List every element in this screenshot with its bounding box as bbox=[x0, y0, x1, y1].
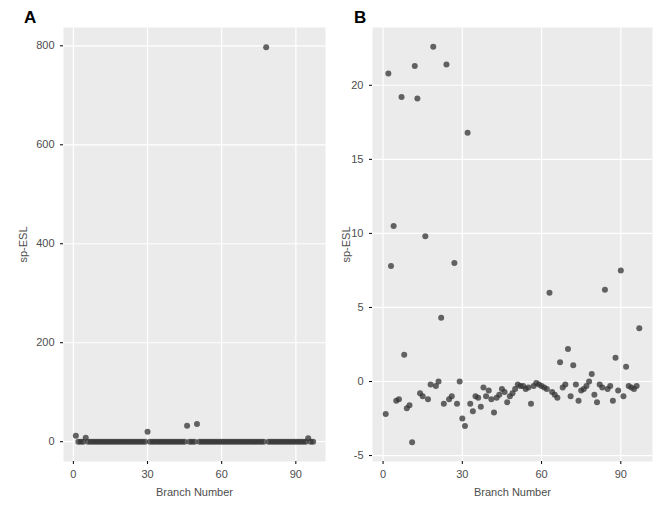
svg-text:400: 400 bbox=[36, 237, 54, 249]
svg-text:600: 600 bbox=[36, 138, 54, 150]
svg-text:30: 30 bbox=[456, 468, 468, 480]
svg-text:30: 30 bbox=[141, 468, 153, 480]
svg-text:60: 60 bbox=[216, 468, 228, 480]
html-text:B: B bbox=[354, 8, 367, 27]
svg-text:15: 15 bbox=[351, 153, 363, 165]
svg-text:90: 90 bbox=[290, 468, 302, 480]
svg-text:800: 800 bbox=[36, 39, 54, 51]
svg-text:90: 90 bbox=[615, 468, 627, 480]
svg-text:10: 10 bbox=[351, 227, 363, 239]
svg-text:Branch Number: Branch Number bbox=[156, 486, 233, 498]
svg-text:-5: -5 bbox=[354, 449, 364, 461]
svg-text:200: 200 bbox=[36, 336, 54, 348]
svg-text:sp-ESL: sp-ESL bbox=[340, 226, 352, 262]
svg-text:60: 60 bbox=[535, 468, 547, 480]
svg-text:0: 0 bbox=[70, 468, 76, 480]
svg-text:20: 20 bbox=[351, 79, 363, 91]
svg-text:5: 5 bbox=[357, 301, 363, 313]
svg-text:0: 0 bbox=[48, 435, 54, 447]
svg-text:Branch Number: Branch Number bbox=[474, 486, 551, 498]
svg-text:0: 0 bbox=[380, 468, 386, 480]
svg-text:0: 0 bbox=[357, 375, 363, 387]
html-text:A: A bbox=[24, 8, 37, 27]
svg-text:sp-ESL: sp-ESL bbox=[17, 226, 29, 262]
